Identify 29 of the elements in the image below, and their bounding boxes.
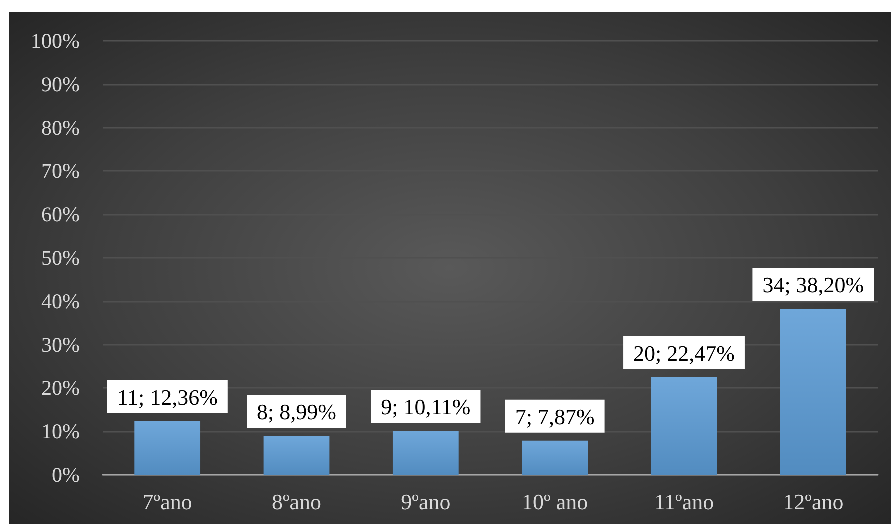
y-tick-label: 30% <box>42 332 80 357</box>
y-tick-label: 70% <box>42 159 80 184</box>
bar <box>134 421 201 475</box>
data-label: 7; 7,87% <box>515 404 595 430</box>
y-tick-label: 100% <box>31 29 80 53</box>
y-tick-label: 90% <box>42 72 80 96</box>
y-tick-label: 0% <box>52 463 80 487</box>
data-label: 20; 22,47% <box>634 340 735 366</box>
bar <box>522 440 588 475</box>
x-tick-label: 8ºano <box>272 490 322 514</box>
y-tick-label: 10% <box>42 420 80 444</box>
x-tick-label: 12ºano <box>783 490 844 514</box>
y-tick-label: 80% <box>42 116 80 140</box>
data-label: 34; 38,20% <box>762 272 864 298</box>
x-tick-label: 11ºano <box>654 490 714 514</box>
bar <box>780 309 846 475</box>
y-tick-label: 40% <box>42 289 80 314</box>
bar <box>651 377 718 475</box>
bar <box>392 431 459 475</box>
data-label: 11; 12,36% <box>117 384 218 410</box>
y-tick-label: 20% <box>42 376 80 400</box>
y-tick-label: 60% <box>42 202 80 227</box>
y-tick-label: 50% <box>42 246 80 270</box>
data-label: 9; 10,11% <box>381 394 471 420</box>
data-label: 8; 8,99% <box>257 399 336 424</box>
x-tick-label: 7ºano <box>142 490 192 514</box>
bar <box>264 436 330 475</box>
x-tick-label: 9ºano <box>401 490 451 514</box>
x-tick-label: 10º ano <box>522 490 588 514</box>
